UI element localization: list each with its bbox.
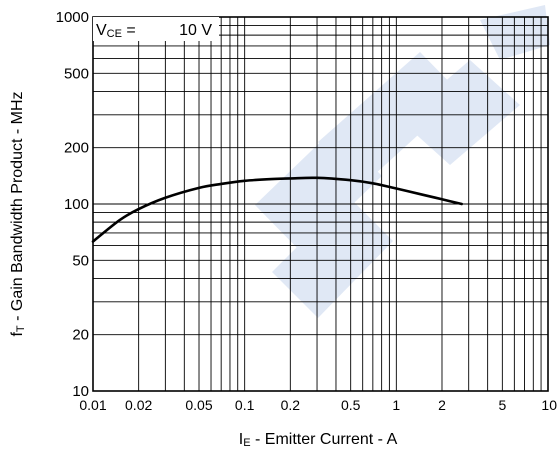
y-tick-label: 1000 bbox=[56, 9, 89, 26]
watermark bbox=[255, 5, 550, 318]
x-tick-label: 0.2 bbox=[281, 397, 301, 413]
x-tick-label: 0.01 bbox=[79, 397, 106, 413]
y-tick-label: 20 bbox=[72, 327, 89, 344]
x-tick-label: 0.05 bbox=[185, 397, 212, 413]
x-tick-label: 0.5 bbox=[341, 397, 361, 413]
y-tick-label: 100 bbox=[64, 196, 89, 213]
x-tick-label: 0.1 bbox=[235, 397, 255, 413]
x-tick-label: 10 bbox=[541, 397, 557, 413]
annotation-value: 10 V bbox=[179, 22, 212, 39]
x-tick-labels: 0.01 0.02 0.05 0.1 0.2 0.5 1 2 5 10 bbox=[79, 397, 557, 413]
y-axis-label: fT - Gain Bandwidth Product - MHz bbox=[9, 91, 27, 336]
annotation-box: VCE = 10 V bbox=[93, 17, 219, 41]
y-tick-label: 200 bbox=[64, 140, 89, 157]
y-tick-label: 50 bbox=[72, 252, 89, 269]
y-tick-label: 500 bbox=[64, 65, 89, 82]
x-tick-label: 0.02 bbox=[125, 397, 152, 413]
x-tick-label: 5 bbox=[498, 397, 506, 413]
x-tick-label: 1 bbox=[392, 397, 400, 413]
x-axis-label: IE - Emitter Current - A bbox=[239, 431, 398, 449]
grid bbox=[93, 17, 548, 391]
x-tick-label: 2 bbox=[438, 397, 446, 413]
